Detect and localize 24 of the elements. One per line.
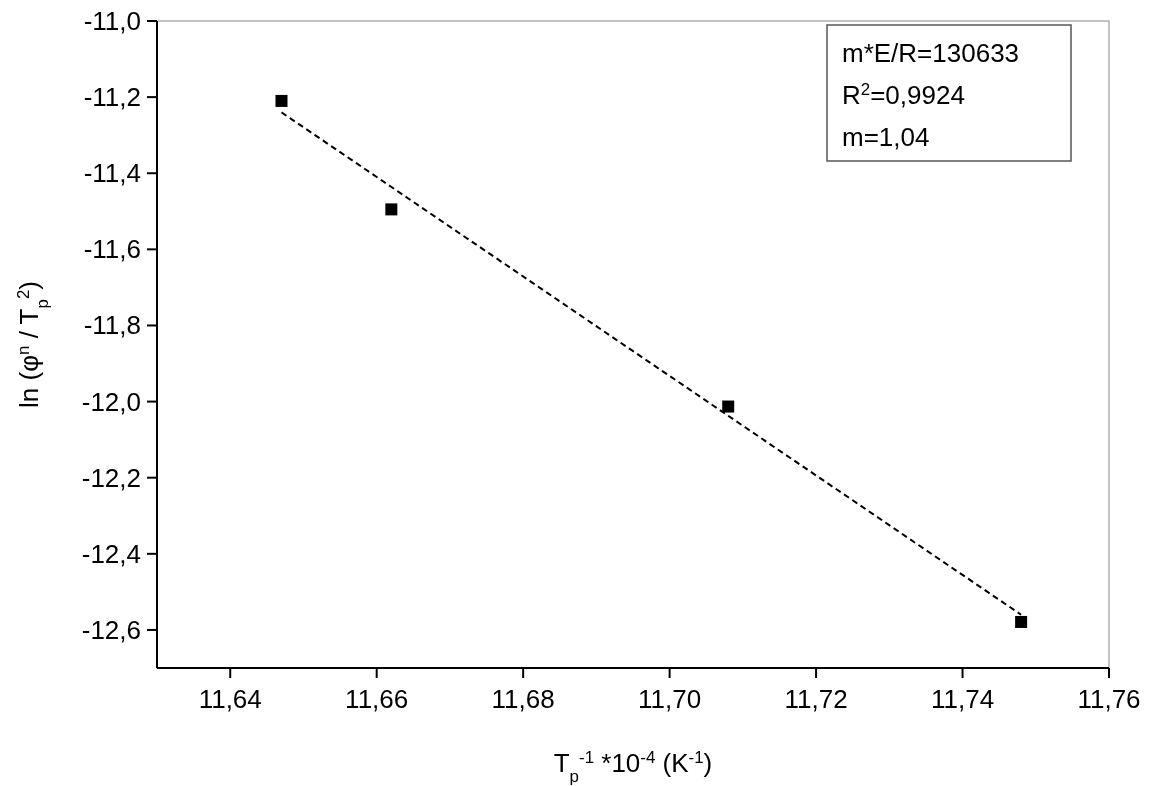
x-tick-label: 11,64 [198, 684, 262, 714]
x-tick-label: 11,74 [930, 684, 995, 714]
annotation: R$^{2}$=0,9924 [842, 79, 965, 110]
x-tick-label: 11,70 [638, 684, 702, 714]
y-tick-label: -12,2 [81, 462, 141, 493]
point [385, 203, 398, 216]
annotation: m=1,04 [842, 122, 930, 152]
point [1015, 615, 1028, 628]
y-tick-label: -11,8 [83, 310, 141, 341]
x-tick-label: 11,68 [491, 684, 555, 714]
y-tick-label: -11,6 [83, 234, 141, 265]
x-tick-label: 11,66 [345, 684, 409, 714]
y-tick-label: -11,0 [83, 6, 141, 36]
y-tick-label: -11,4 [83, 158, 141, 189]
x-tick-label: 11,72 [784, 684, 848, 714]
x-axis-title: T$_{p}$$^{-1}$ *10$^{-4}$ (K$^{-1}$) [553, 747, 713, 786]
y-tick-label: -11,2 [83, 82, 141, 113]
y-tick-label: -12,0 [81, 386, 141, 417]
annotation: m*E/R=130633 [842, 38, 1020, 68]
point [275, 94, 288, 107]
y-tick-label: -12,4 [81, 538, 141, 569]
point [722, 400, 735, 413]
x-tick-label: 11,76 [1077, 684, 1141, 714]
y-tick-label: -12,6 [81, 614, 141, 645]
